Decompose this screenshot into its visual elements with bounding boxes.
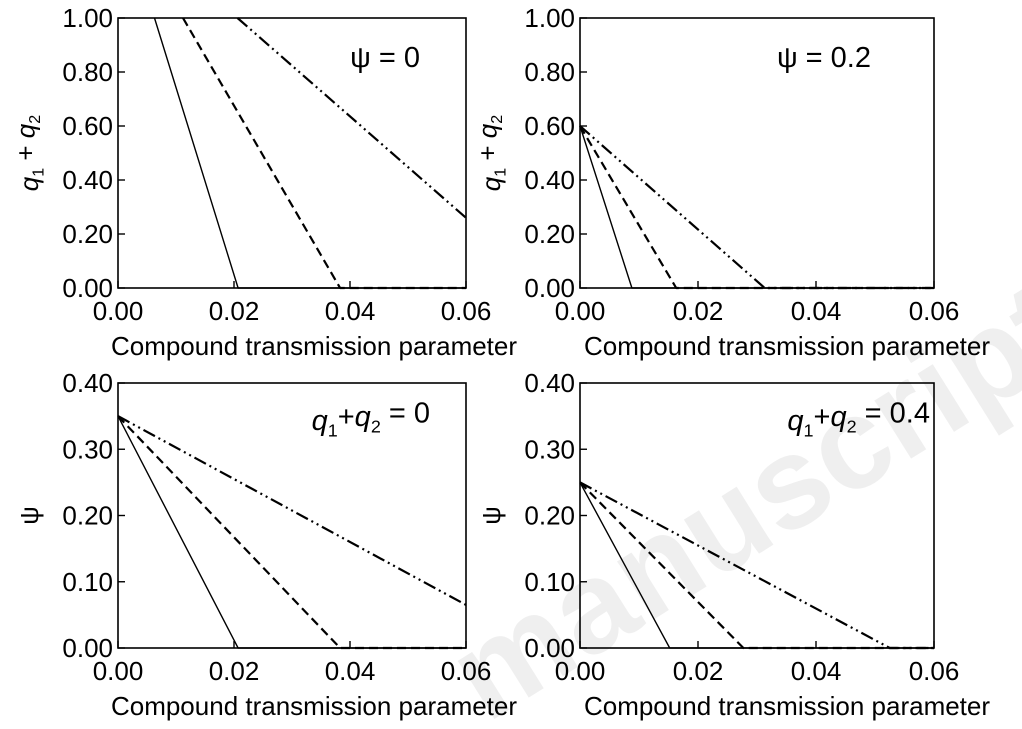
label-part: ψ [14,506,44,525]
x-tick-label: 0.02 [673,296,724,326]
x-tick-label: 0.02 [209,296,260,326]
panel-annotation: ψ = 0 [350,42,420,74]
x-tick-label: 0.00 [555,656,606,686]
series-line-2 [117,415,466,650]
x-tick-label: 0.04 [325,656,376,686]
x-tick-label: 0.02 [209,656,260,686]
chart-panel-3: 0.00 0.02 0.04 0.06 0.00 0.10 0.20 0.30 0.40 Comp… [14,368,517,721]
x-tick-label: 0.02 [673,656,724,686]
y-tick-label: 0.60 [524,111,575,141]
y-tick-label: 0.60 [62,111,113,141]
label-part: = 0 [381,397,430,429]
series-line-2 [182,17,466,290]
label-part: ψ = 0.2 [777,42,871,74]
y-tick-label: 0.40 [62,165,113,195]
label-part: = 0.4 [857,397,930,429]
series-line-1 [117,415,466,649]
x-axis-title: Compound transmission parameter [111,691,517,721]
series-line-1 [579,482,934,649]
chart-panel-1: 0.00 0.02 0.04 0.06 0.00 0.20 0.40 0.60 0.80 1.00… [11,3,518,361]
series-line-3 [117,415,467,606]
label-part: 2 [371,416,381,436]
y-tick-label: 0.10 [62,567,113,597]
y-tick-label: 0.10 [524,567,575,597]
y-tick-label: 0.20 [524,501,575,531]
y-tick-label: 0.30 [62,434,113,464]
x-tick-label: 0.04 [791,656,842,686]
panel-annotation: q1+q2 = 0 [312,397,430,440]
label-part: 2 [26,115,44,124]
label-part: q [787,405,803,437]
label-part: 2 [847,416,857,436]
label-part: 1 [30,168,48,177]
plot-frame [579,17,935,289]
label-part: q [476,176,506,191]
series-line-1 [579,125,934,289]
y-tick-label: 0.20 [62,501,113,531]
series-line-3 [579,125,934,290]
x-tick-label: 0.00 [555,296,606,326]
label-part: + [814,401,831,433]
series-line-2 [579,481,934,650]
series-line-1 [153,17,466,289]
chart-panel-2: 0.00 0.02 0.04 0.06 0.00 0.20 0.40 0.60 0.80 1.00… [473,3,991,361]
x-tick-label: 0.06 [909,296,960,326]
label-part: + [11,138,41,168]
label-part: + [338,401,355,433]
x-axis-title: Compound transmission parameter [111,331,517,361]
panel-annotation: ψ = 0.2 [777,42,871,74]
x-tick-label: 0.06 [441,656,492,686]
y-tick-label: 0.30 [524,434,575,464]
y-tick-label: 1.00 [524,3,575,33]
x-axis-title: Compound transmission parameter [584,331,990,361]
y-tick-label: 0.20 [62,219,113,249]
y-tick-label: 0.00 [62,633,113,663]
y-axis-title: q1 + q2 [473,115,510,192]
label-part: 1 [804,420,814,440]
y-tick-label: 0.00 [62,273,113,303]
y-tick-label: 0.00 [524,633,575,663]
x-axis-title: Compound transmission parameter [584,691,990,721]
x-tick-label: 0.00 [93,296,144,326]
label-part: q [11,123,41,138]
chart-panel-4: 0.00 0.02 0.04 0.06 0.00 0.10 0.20 0.30 0.40 Comp… [476,368,990,721]
y-tick-label: 0.40 [524,165,575,195]
label-part: ψ [476,506,506,525]
y-tick-label: 0.40 [524,368,575,398]
series-line-2 [579,125,934,290]
label-part: 1 [328,420,338,440]
y-tick-label: 0.40 [62,368,113,398]
x-tick-label: 0.06 [909,656,960,686]
label-part: + [473,138,503,168]
label-part: q [14,176,44,191]
label-part: 2 [488,115,506,124]
y-axis-title: q1 + q2 [11,115,48,192]
y-axis-title: ψ [14,506,44,525]
label-part: q [355,401,371,433]
series-line-3 [579,481,934,650]
label-part: q [473,123,503,138]
x-tick-label: 0.04 [325,296,376,326]
y-tick-label: 0.80 [62,57,113,87]
x-tick-label: 0.04 [791,296,842,326]
x-tick-label: 0.00 [93,656,144,686]
y-tick-label: 0.20 [524,219,575,249]
x-tick-label: 0.06 [441,296,492,326]
label-part: ψ = 0 [350,42,420,74]
label-part: q [312,405,328,437]
y-axis-title: ψ [476,506,506,525]
y-tick-label: 1.00 [62,3,113,33]
label-part: 1 [492,168,510,177]
y-tick-label: 0.00 [524,273,575,303]
series-line-3 [236,17,467,219]
y-tick-label: 0.80 [524,57,575,87]
panel-annotation: q1+q2 = 0.4 [787,397,930,440]
label-part: q [830,401,846,433]
